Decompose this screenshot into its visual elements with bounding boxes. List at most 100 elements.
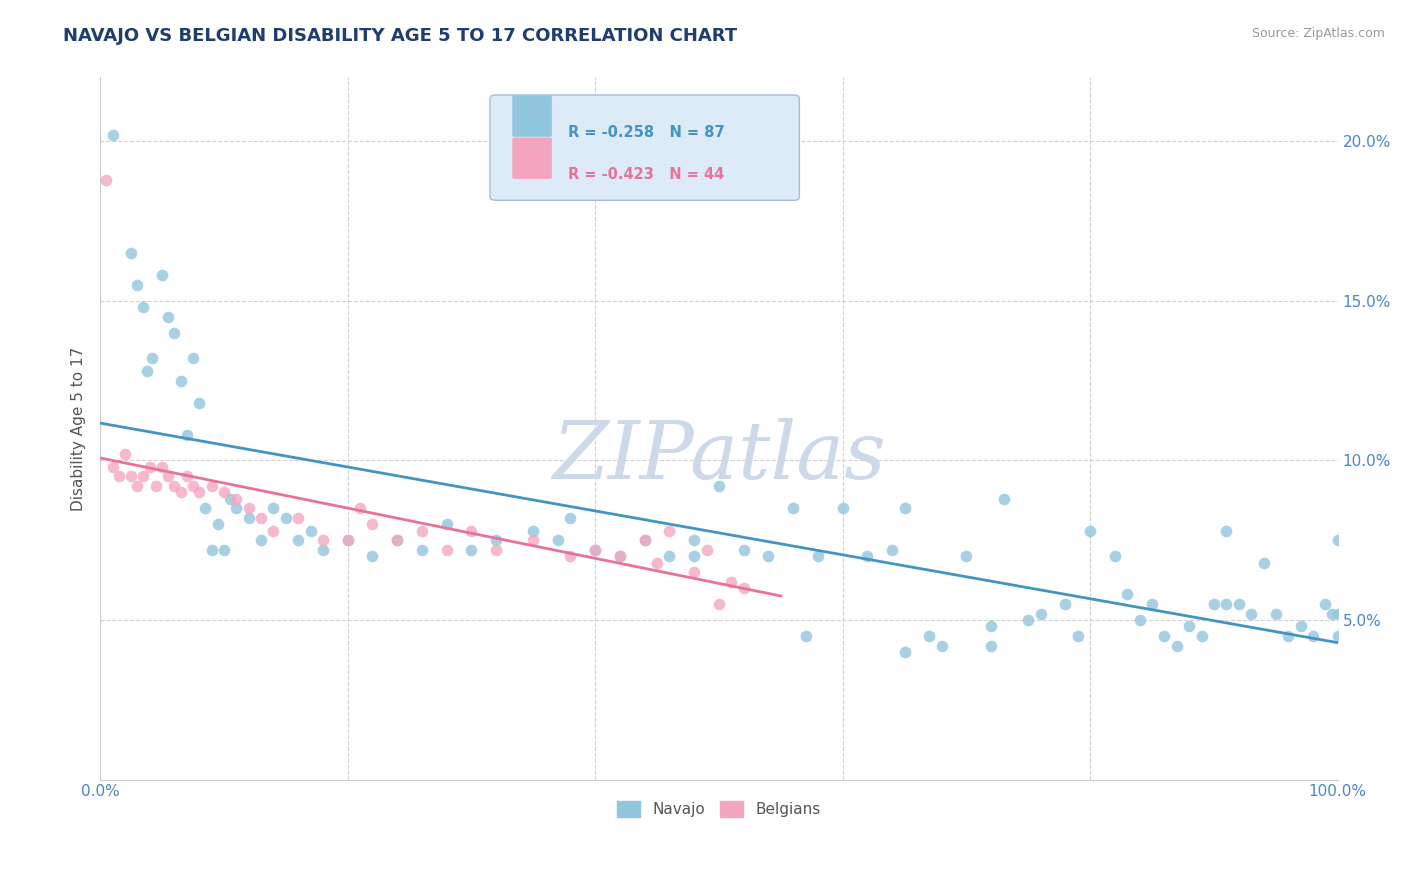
Point — [1215, 597, 1237, 611]
Point — [200, 542, 222, 557]
Point — [238, 511, 260, 525]
Point — [212, 485, 235, 500]
Point — [188, 396, 211, 410]
Point — [107, 469, 129, 483]
Point — [132, 300, 155, 314]
Point — [1289, 619, 1312, 633]
Point — [169, 374, 191, 388]
Point — [707, 479, 730, 493]
Point — [696, 542, 718, 557]
Point — [733, 542, 755, 557]
Point — [150, 459, 173, 474]
Point — [163, 326, 186, 340]
Point — [560, 549, 582, 564]
Point — [274, 511, 297, 525]
Point — [893, 645, 915, 659]
Point — [955, 549, 977, 564]
Point — [460, 542, 482, 557]
Point — [312, 542, 335, 557]
Point — [918, 629, 941, 643]
Point — [101, 459, 124, 474]
Point — [336, 533, 359, 548]
Point — [262, 524, 284, 538]
Point — [212, 542, 235, 557]
Point — [181, 351, 204, 366]
Point — [1017, 613, 1039, 627]
Point — [522, 524, 544, 538]
Point — [560, 511, 582, 525]
Y-axis label: Disability Age 5 to 17: Disability Age 5 to 17 — [72, 346, 86, 510]
Point — [707, 597, 730, 611]
Point — [436, 517, 458, 532]
Point — [1166, 639, 1188, 653]
Point — [980, 639, 1002, 653]
Point — [169, 485, 191, 500]
Point — [634, 533, 657, 548]
Point — [207, 517, 229, 532]
FancyBboxPatch shape — [489, 95, 800, 201]
Point — [893, 501, 915, 516]
Point — [312, 533, 335, 548]
Point — [831, 501, 853, 516]
Point — [127, 479, 149, 493]
Point — [176, 469, 198, 483]
Point — [1078, 524, 1101, 538]
Point — [1029, 607, 1052, 621]
Point — [1140, 597, 1163, 611]
Point — [157, 310, 180, 324]
Point — [219, 491, 242, 506]
Point — [141, 351, 163, 366]
Point — [194, 501, 217, 516]
Point — [1326, 629, 1348, 643]
Point — [1129, 613, 1152, 627]
Point — [361, 549, 384, 564]
Point — [1264, 607, 1286, 621]
Point — [782, 501, 804, 516]
Point — [1326, 533, 1348, 548]
Point — [1240, 607, 1263, 621]
Point — [157, 469, 180, 483]
Point — [794, 629, 817, 643]
Point — [1302, 629, 1324, 643]
Point — [1215, 524, 1237, 538]
Point — [733, 581, 755, 595]
Point — [1067, 629, 1090, 643]
Point — [96, 172, 118, 186]
Point — [250, 533, 273, 548]
Point — [931, 639, 953, 653]
Point — [136, 364, 159, 378]
Point — [225, 501, 247, 516]
Point — [1191, 629, 1213, 643]
Point — [683, 533, 706, 548]
Point — [138, 459, 160, 474]
Point — [120, 469, 142, 483]
Point — [1054, 597, 1077, 611]
Point — [460, 524, 482, 538]
Point — [1326, 607, 1348, 621]
Point — [200, 479, 222, 493]
Point — [993, 491, 1015, 506]
Point — [1253, 556, 1275, 570]
Point — [658, 524, 681, 538]
Point — [485, 533, 508, 548]
Point — [145, 479, 167, 493]
Point — [522, 533, 544, 548]
Point — [856, 549, 879, 564]
FancyBboxPatch shape — [512, 137, 553, 179]
FancyBboxPatch shape — [512, 95, 553, 136]
Point — [287, 511, 309, 525]
Point — [547, 533, 569, 548]
Point — [436, 542, 458, 557]
Point — [583, 542, 606, 557]
Point — [299, 524, 322, 538]
Text: NAVAJO VS BELGIAN DISABILITY AGE 5 TO 17 CORRELATION CHART: NAVAJO VS BELGIAN DISABILITY AGE 5 TO 17… — [63, 27, 737, 45]
Point — [1202, 597, 1225, 611]
Point — [720, 574, 742, 589]
Point — [1277, 629, 1299, 643]
Point — [807, 549, 830, 564]
Point — [1315, 597, 1337, 611]
Point — [163, 479, 186, 493]
Point — [583, 542, 606, 557]
Point — [250, 511, 273, 525]
Point — [336, 533, 359, 548]
